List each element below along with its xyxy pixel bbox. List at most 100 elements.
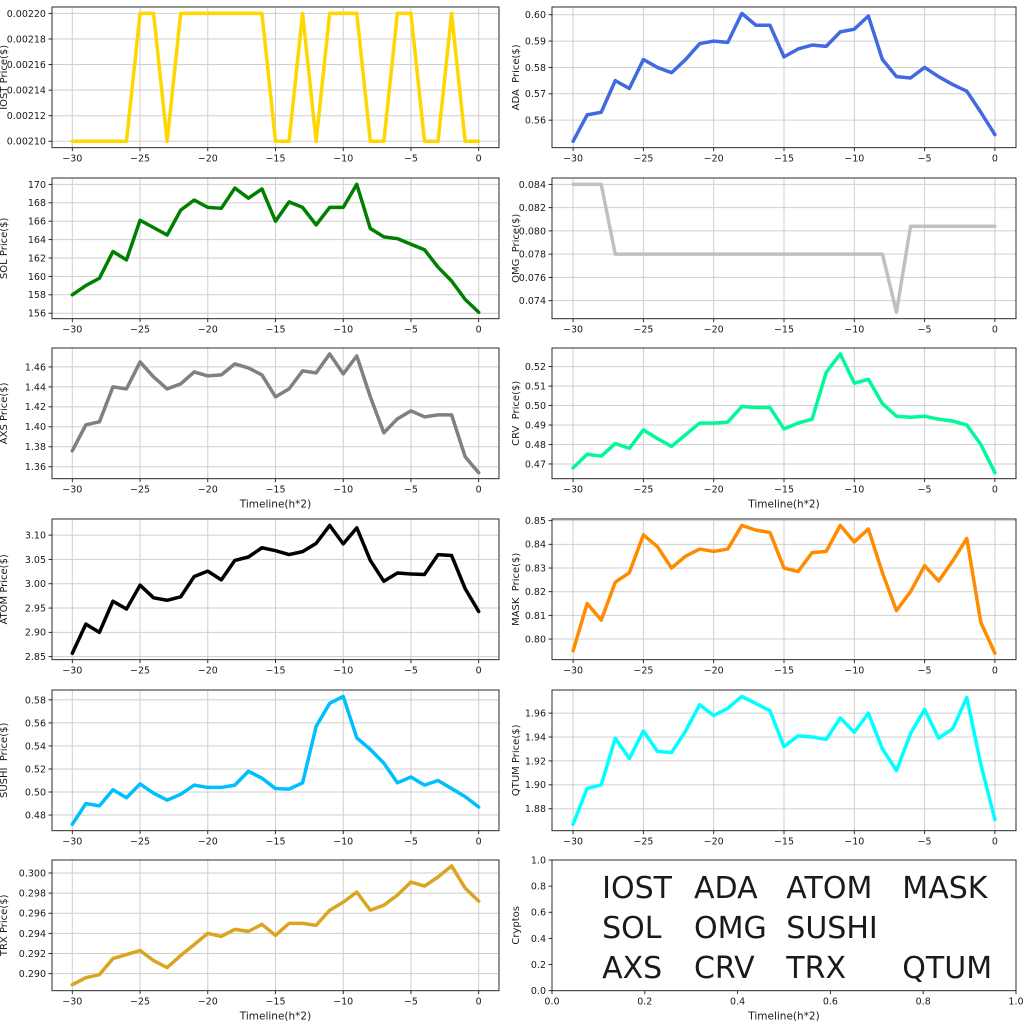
price-line-atom [70,523,481,656]
subplot-axs: −30 −25 −20 −15 −10 −5 0 1.36 1.38 1.40 1.42 1.44 1.… [0,341,512,512]
y-axis-label: AXS Price($) [0,383,10,445]
y-tick-label: 0.58 [25,695,46,706]
y-tick-label: 166 [28,216,46,227]
y-tick-label: 0.84 [525,540,546,551]
subplot-atom: −30 −25 −20 −15 −10 −5 0 2.85 2.90 2.95 3.00 3.05 3.… [0,512,512,683]
x-tick-label: −30 [62,836,82,847]
subplot-mask: −30 −25 −20 −15 −10 −5 0 0.80 0.81 0.82 0.83 0.84 0.… [512,512,1024,683]
y-tick-label: 3.00 [25,579,46,590]
y-tick-label: 0.00210 [7,137,46,148]
y-tick-label: 1.44 [25,383,46,394]
x-tick-label: −5 [404,154,418,165]
y-tick-label: 1.88 [525,804,546,815]
y-tick-label: 0.48 [25,810,46,821]
x-tick-label: −10 [333,836,353,847]
y-tick-label: 0.300 [19,869,46,880]
x-tick-label: −5 [404,997,418,1008]
y-axis-label: SUSHI Price($) [0,722,10,798]
chart-svg-iost: −30 −25 −20 −15 −10 −5 0 0.00210 0.00212 0.00214 0… [0,6,500,165]
x-tick-label: −10 [333,666,353,677]
y-tick-label: 162 [28,253,46,264]
y-tick-label: 0.50 [25,787,46,798]
subplot-sushi: −30 −25 −20 −15 −10 −5 0 0.48 0.50 0.52 0.54 0.56 0.… [0,682,512,854]
x-tick-label: −5 [918,154,932,165]
tick-labels: −30 −25 −20 −15 −10 −5 0 156 158 160 162 164 166 168 1… [28,179,482,335]
legend-item-axs: AXS [602,951,662,986]
subplot-ada: −30 −25 −20 −15 −10 −5 0 0.56 0.57 0.58 0.59 0.60 AD… [512,0,1024,171]
x-tick-label: −10 [844,154,864,165]
subplot-trx: −30 −25 −20 −15 −10 −5 0 0.290 0.292 0.294 0.296 0.… [0,853,512,1024]
legend-item-trx: TRX [785,951,846,986]
x-tick-label: −25 [633,485,653,496]
legend-item-omg: OMG [694,911,767,946]
y-tick-label: 0.56 [25,718,46,729]
tick-labels: −30 −25 −20 −15 −10 −5 0 0.074 0.076 0.078 0.080 0.… [519,179,998,335]
x-tick-label: 0 [992,485,998,496]
x-tick-label: −10 [333,997,353,1008]
y-axis-label: IOST Price($) [0,45,10,110]
chart-svg-trx: −30 −25 −20 −15 −10 −5 0 0.290 0.292 0.294 0.296 0.… [0,859,500,1023]
y-tick-label: 0.00216 [7,60,46,71]
y-axis-label: OMG Price($) [512,213,522,282]
legend-items: IOST ADA ATOM MASK SOL OMG SUSHI AXS CRV TRX QTUM [602,872,992,987]
subplot-iost: −30 −25 −20 −15 −10 −5 0 0.00210 0.00212 0.00214 0… [0,0,512,171]
x-tick-label: −5 [404,836,418,847]
grid-lines [552,348,1016,479]
x-tick-label: −10 [844,666,864,677]
y-tick-label: 0.56 [525,116,546,127]
legend-item-qtum: QTUM [902,951,992,986]
x-tick-label: 0.8 [916,997,931,1008]
y-tick-label: 0.8 [531,882,546,893]
legend-item-sol: SOL [602,911,662,946]
x-tick-label: −20 [198,485,218,496]
y-tick-label: 0.51 [525,382,546,393]
y-axis-label: MASK Price($) [512,553,522,626]
legend-item-mask: MASK [902,872,988,907]
x-tick-label: −25 [130,485,150,496]
price-line-trx [70,864,481,987]
y-tick-label: 0.83 [525,563,546,574]
x-tick-label: −10 [333,154,353,165]
y-tick-label: 0.084 [519,179,546,190]
x-tick-label: 1.0 [1008,997,1023,1008]
x-tick-label: 0 [992,836,998,847]
y-tick-label: 1.90 [525,780,546,791]
price-line-sol [70,182,481,314]
y-tick-label: 0.298 [19,889,46,900]
x-tick-label: −15 [265,485,285,496]
price-line-qtum [571,694,997,826]
y-tick-label: 0.078 [519,249,546,260]
x-tick-label: 0.2 [637,997,652,1008]
y-tick-label: 0.076 [519,272,546,283]
grid-lines [552,177,1016,319]
y-axis-label: ADA Price($) [512,44,522,110]
tick-labels: 0.0 0.2 0.4 0.6 0.8 1.0 0.0 0.2 0.4 0.6 0.8 1.0 [531,856,1024,1008]
y-tick-label: 0.080 [519,226,546,237]
x-axis-label: Timeline(h*2) [747,499,819,511]
y-tick-label: 0.47 [525,460,546,471]
x-tick-label: 0 [992,154,998,165]
y-tick-label: 170 [28,179,46,190]
y-tick-label: 0.52 [525,362,546,373]
grid-lines [52,689,499,831]
chart-svg-sol: −30 −25 −20 −15 −10 −5 0 156 158 160 162 164 166 168 1… [0,177,500,335]
x-tick-label: −20 [198,997,218,1008]
x-tick-label: 0 [476,324,482,335]
y-tick-label: 0.57 [525,89,546,100]
y-tick-label: 1.36 [25,462,46,473]
y-tick-label: 0.59 [525,36,546,47]
x-tick-label: −30 [563,154,583,165]
x-tick-label: 0 [476,666,482,677]
x-tick-label: −30 [563,324,583,335]
x-tick-label: −20 [198,324,218,335]
x-tick-label: −10 [333,485,353,496]
chart-svg-sushi: −30 −25 −20 −15 −10 −5 0 0.48 0.50 0.52 0.54 0.56 0.… [0,689,500,847]
x-tick-label: 0 [992,324,998,335]
legend-item-ada: ADA [694,872,758,907]
x-tick-label: −20 [704,324,724,335]
x-tick-label: 0.6 [823,997,838,1008]
chart-svg-qtum: −30 −25 −20 −15 −10 −5 0 1.88 1.90 1.92 1.94 1.96QT… [512,689,1017,847]
x-tick-label: −10 [333,324,353,335]
x-tick-label: −25 [633,154,653,165]
y-tick-label: 158 [28,290,46,301]
